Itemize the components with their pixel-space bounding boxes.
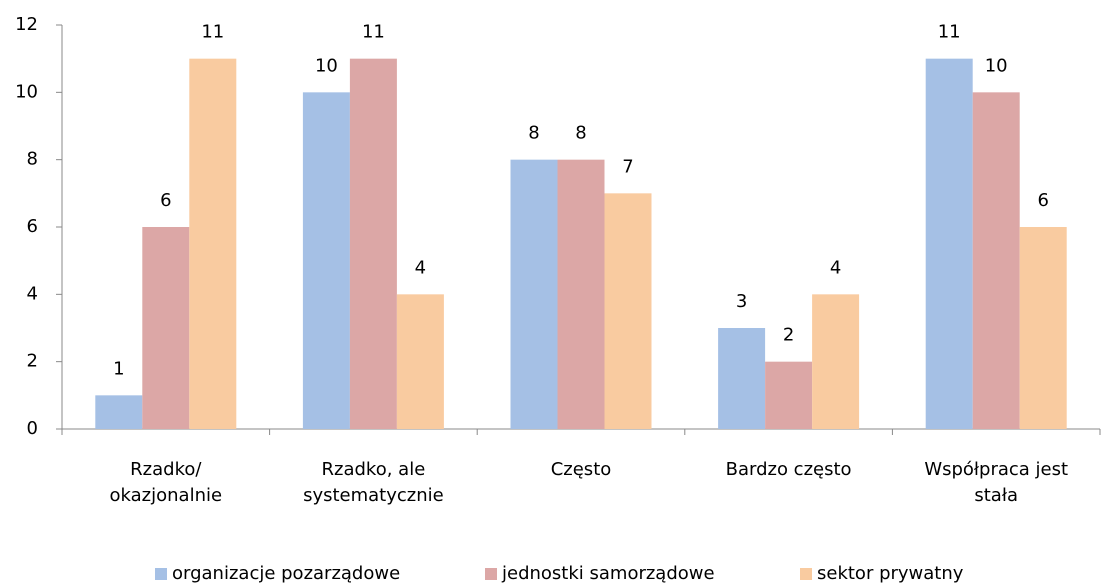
value-label: 3 (736, 291, 747, 312)
value-label: 4 (830, 257, 841, 278)
legend-swatch (485, 568, 497, 580)
legend-swatch (800, 568, 812, 580)
value-label: 4 (415, 257, 426, 278)
value-label: 11 (201, 22, 224, 43)
y-tick-label: 2 (27, 351, 38, 372)
x-tick-label: Bardzo często (726, 459, 852, 480)
bar (142, 227, 190, 429)
value-label: 2 (783, 325, 794, 346)
x-tick-label: Rzadko/okazjonalnie (110, 459, 223, 506)
value-label: 10 (985, 55, 1008, 76)
legend-label: organizacje pozarządowe (172, 563, 400, 584)
value-label: 10 (315, 55, 338, 76)
bar (189, 58, 237, 430)
y-tick-label: 10 (15, 81, 38, 102)
x-tick-label: Często (551, 459, 612, 480)
y-tick-label: 0 (27, 418, 38, 439)
bar (765, 361, 813, 429)
value-label: 7 (622, 156, 633, 177)
bar (812, 294, 860, 429)
y-tick-label: 8 (27, 149, 38, 170)
bar (1019, 227, 1067, 429)
bar (510, 159, 558, 429)
value-label: 8 (528, 123, 539, 144)
value-label: 6 (1037, 190, 1048, 211)
bar (925, 58, 973, 430)
bar (557, 159, 605, 429)
bar (604, 193, 652, 429)
bar (718, 328, 766, 429)
y-tick-label: 4 (27, 283, 38, 304)
bar (302, 92, 350, 429)
x-tick-label: Współpraca jest stała (924, 459, 1068, 506)
value-label: 8 (575, 123, 586, 144)
bar (349, 58, 397, 430)
value-label: 1 (113, 358, 124, 379)
value-label: 11 (362, 22, 385, 43)
y-tick-label: 6 (27, 216, 38, 237)
bar (396, 294, 444, 429)
y-tick-label: 12 (15, 14, 38, 35)
x-tick-label: Rzadko, ale systematycznie (303, 459, 444, 506)
bar (95, 395, 143, 429)
value-label: 11 (938, 22, 961, 43)
bar (972, 92, 1020, 429)
legend-label: jednostki samorządowe (501, 563, 715, 584)
legend-label: sektor prywatny (817, 563, 964, 584)
legend-swatch (155, 568, 167, 580)
value-label: 6 (160, 190, 171, 211)
